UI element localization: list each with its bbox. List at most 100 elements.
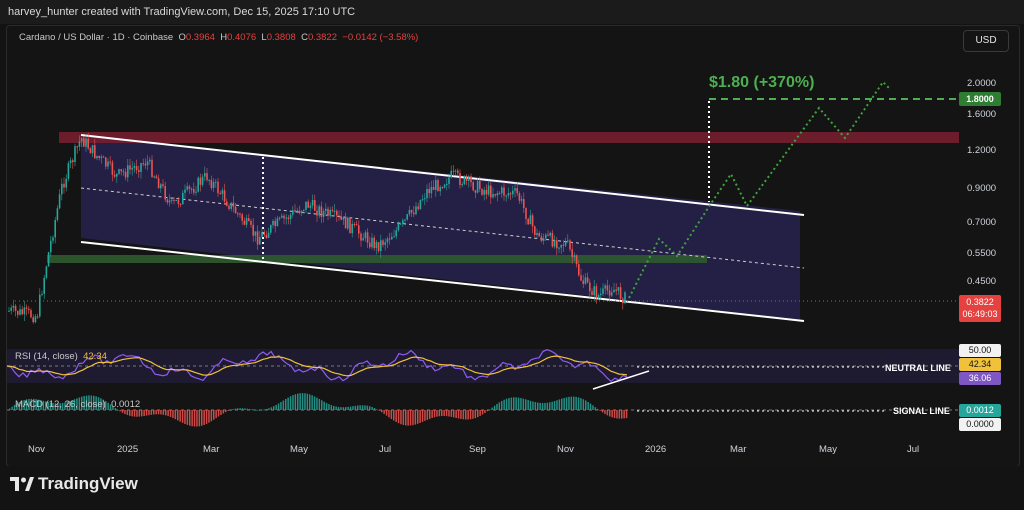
chart-panel[interactable]: 2.0000 1.6000 1.2000 0.9000 0.7000 0.5500 0.45… bbox=[6, 25, 1020, 467]
candle-body bbox=[578, 264, 580, 276]
candle-body bbox=[465, 176, 468, 181]
candle-body bbox=[19, 309, 21, 315]
candle-body bbox=[17, 310, 19, 315]
candle-body bbox=[597, 295, 600, 299]
candle-body bbox=[584, 277, 587, 284]
macd-bar bbox=[369, 406, 371, 410]
macd-bar bbox=[405, 410, 407, 426]
candle-body bbox=[223, 190, 226, 202]
candle-body bbox=[208, 179, 210, 181]
candle-body bbox=[558, 247, 560, 249]
macd-bar bbox=[124, 410, 126, 415]
candle-body bbox=[501, 187, 503, 194]
macd-bar bbox=[539, 402, 541, 410]
macd-bar bbox=[414, 410, 417, 425]
time-tick-label: Jul bbox=[907, 444, 919, 455]
time-tick-label: Nov bbox=[557, 444, 574, 455]
candle-body bbox=[263, 231, 265, 235]
candle-body bbox=[540, 236, 543, 241]
candle-body bbox=[342, 217, 345, 220]
candle-body bbox=[278, 217, 281, 219]
high-value: 0.4076 bbox=[227, 32, 257, 43]
candle-body bbox=[120, 169, 122, 172]
macd-bar bbox=[613, 410, 616, 419]
candle-body bbox=[239, 213, 241, 215]
candle-body bbox=[386, 238, 389, 243]
macd-bar bbox=[177, 410, 179, 421]
macd-bar bbox=[508, 397, 510, 410]
macd-bar bbox=[153, 410, 155, 415]
macd-bar bbox=[292, 395, 294, 410]
macd-bar bbox=[78, 397, 81, 410]
candle-body bbox=[545, 234, 547, 239]
candle-body bbox=[270, 225, 272, 233]
candle-body bbox=[72, 160, 74, 163]
macd-bar bbox=[229, 409, 232, 411]
candle-body bbox=[371, 237, 373, 248]
candle-body bbox=[30, 310, 32, 318]
macd-bar bbox=[541, 403, 544, 410]
macd-bar bbox=[469, 410, 472, 420]
candle-body bbox=[309, 205, 312, 208]
macd-bar bbox=[426, 410, 429, 420]
candle-body bbox=[329, 209, 331, 216]
macd-bar bbox=[148, 410, 150, 416]
candle-body bbox=[80, 138, 83, 142]
footer: TradingView bbox=[0, 466, 1024, 510]
candle-body bbox=[25, 307, 28, 309]
macd-bar bbox=[64, 402, 66, 410]
candle-body bbox=[226, 201, 228, 206]
macd-bar bbox=[597, 408, 599, 410]
rsi-ma-badge: 36.06 bbox=[959, 372, 1001, 385]
candle-body bbox=[281, 215, 283, 218]
macd-bar bbox=[373, 408, 376, 410]
macd-bar bbox=[491, 407, 493, 410]
target-price-badge: 1.8000 bbox=[959, 92, 1001, 106]
candle-body bbox=[316, 210, 318, 216]
candle-body bbox=[503, 187, 505, 196]
macd-bar bbox=[37, 399, 40, 410]
candle-body bbox=[23, 307, 26, 315]
tradingview-logo[interactable]: TradingView bbox=[10, 474, 138, 494]
macd-bar bbox=[52, 402, 54, 410]
candle-body bbox=[173, 199, 175, 201]
candle-body bbox=[512, 190, 514, 195]
price-chart[interactable]: 2.0000 1.6000 1.2000 0.9000 0.7000 0.5500 0.45… bbox=[7, 26, 1019, 466]
candle-body bbox=[285, 217, 287, 219]
candle-body bbox=[186, 186, 188, 190]
candle-body bbox=[199, 177, 202, 185]
candle-body bbox=[212, 181, 215, 188]
candle-body bbox=[144, 163, 147, 166]
macd-bar bbox=[71, 400, 73, 410]
price-tick-label: 2.0000 bbox=[967, 78, 996, 89]
macd-bar bbox=[364, 405, 366, 410]
macd-bar bbox=[301, 393, 304, 410]
price-tick-label: 1.6000 bbox=[967, 109, 996, 120]
macd-bar bbox=[189, 410, 191, 426]
macd-bar bbox=[594, 407, 597, 410]
signal-line-annotation: SIGNAL LINE bbox=[893, 406, 950, 416]
macd-bar bbox=[493, 405, 496, 410]
time-tick-label: 2025 bbox=[117, 444, 138, 455]
candle-body bbox=[373, 237, 375, 249]
candle-body bbox=[347, 217, 349, 229]
macd-bar bbox=[30, 398, 33, 410]
candle-body bbox=[219, 193, 221, 195]
macd-bar bbox=[251, 409, 253, 411]
candle-body bbox=[193, 189, 195, 193]
candle-body bbox=[333, 210, 336, 212]
candle-body bbox=[245, 218, 248, 225]
macd-bar bbox=[121, 410, 124, 413]
candle-body bbox=[549, 232, 551, 236]
macd-bar bbox=[131, 410, 133, 417]
macd-bar bbox=[479, 410, 481, 416]
macd-bar bbox=[385, 410, 388, 416]
candle-body bbox=[336, 210, 338, 216]
currency-button[interactable]: USD bbox=[963, 30, 1009, 52]
candle-body bbox=[551, 232, 554, 247]
macd-bar bbox=[421, 410, 424, 422]
candle-body bbox=[498, 193, 501, 195]
macd-bar bbox=[549, 402, 551, 410]
candle-body bbox=[107, 161, 109, 167]
macd-bar bbox=[407, 410, 409, 426]
